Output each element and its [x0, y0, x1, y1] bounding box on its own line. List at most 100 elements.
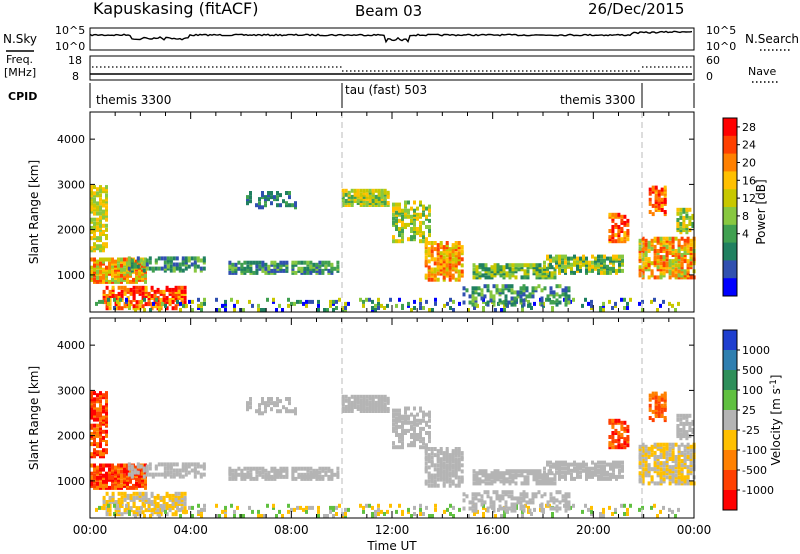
power-cell [682, 207, 686, 212]
power-cell [567, 258, 570, 263]
power-cell [433, 261, 437, 266]
velocity-cell [193, 474, 197, 479]
velocity-cell [380, 400, 384, 405]
power-cell [657, 197, 661, 202]
velocity-cell [123, 510, 127, 515]
velocity-cell [689, 444, 693, 449]
power-cell [99, 187, 102, 192]
velocity-cell [650, 475, 654, 480]
velocity-cell [203, 503, 206, 508]
power-cell [641, 265, 645, 270]
power-cell [395, 210, 398, 215]
power-cell [401, 218, 404, 223]
power-cell [505, 263, 509, 268]
velocity-cell [691, 419, 695, 424]
velocity-cell [685, 436, 689, 441]
velocity-cell [448, 465, 452, 470]
velocity-cell [398, 414, 401, 419]
power-cell [96, 217, 99, 222]
velocity-cell [430, 447, 434, 451]
power-cell [513, 302, 517, 307]
velocity-cell [523, 475, 527, 480]
velocity-cell [105, 491, 109, 496]
power-cell [549, 262, 552, 267]
power-cell [451, 249, 455, 254]
velocity-cell [120, 491, 124, 496]
velocity-cell [276, 401, 279, 406]
velocity-cell [597, 468, 600, 473]
x-tick-label: 00:00 [73, 523, 108, 537]
power-cell [677, 301, 680, 306]
velocity-cell [240, 468, 244, 473]
velocity-cell [228, 466, 232, 471]
velocity-cell [668, 457, 672, 461]
velocity-cell [114, 485, 117, 490]
velocity-cell [185, 509, 188, 514]
velocity-cell [615, 460, 618, 465]
velocity-cell [514, 473, 518, 478]
power-cell [395, 225, 398, 229]
velocity-cell [371, 512, 374, 516]
power-cell [96, 236, 99, 241]
velocity-cell [291, 474, 295, 479]
freq-panel-frame [89, 55, 695, 81]
power-cell [591, 264, 594, 269]
power-cell [240, 268, 244, 273]
power-cell [102, 259, 105, 264]
velocity-cell [129, 493, 133, 498]
power-cell [443, 303, 446, 308]
velocity-cell [585, 462, 588, 467]
colorbar-swatch [723, 370, 737, 391]
power-cell [105, 227, 108, 232]
power-cell [588, 260, 591, 265]
velocity-cell [663, 405, 667, 410]
velocity-cell [680, 473, 684, 478]
velocity-cell [187, 470, 191, 475]
velocity-cell [433, 467, 437, 472]
power-cell [419, 301, 422, 306]
velocity-cell [490, 479, 494, 484]
power-cell [300, 268, 304, 273]
velocity-cell [591, 460, 594, 465]
velocity-cell [422, 445, 425, 450]
power-cell [166, 264, 170, 269]
velocity-cell [279, 409, 282, 414]
power-cell [246, 199, 249, 204]
power-cell [179, 308, 182, 312]
power-cell [407, 214, 410, 219]
velocity-cell [472, 473, 476, 478]
velocity-cell [663, 418, 667, 423]
power-cell [270, 262, 274, 267]
velocity-cell [611, 424, 615, 429]
velocity-cell [419, 445, 422, 450]
power-cell [433, 257, 437, 262]
velocity-cell [454, 483, 458, 488]
power-cell [285, 268, 289, 273]
velocity-cell [111, 493, 115, 498]
velocity-cell [140, 505, 143, 510]
velocity-cell [102, 475, 105, 480]
power-cell [454, 251, 458, 256]
power-cell [505, 271, 509, 276]
velocity-cell [493, 473, 497, 478]
power-cell [638, 238, 642, 243]
velocity-cell [258, 466, 262, 471]
power-cell [150, 294, 154, 298]
power-cell [471, 286, 475, 291]
power-cell [608, 237, 612, 242]
velocity-cell [452, 514, 455, 518]
velocity-cell [514, 469, 518, 474]
velocity-cell [161, 507, 164, 512]
colorbar-tick-label: 16 [742, 174, 756, 187]
velocity-cell [561, 494, 565, 499]
velocity-cell [680, 442, 684, 447]
velocity-cell [492, 502, 496, 507]
power-cell [99, 225, 102, 230]
velocity-cell [478, 479, 482, 484]
power-cell [200, 301, 203, 306]
velocity-cell [107, 507, 110, 512]
velocity-cell [422, 414, 425, 419]
velocity-cell [504, 504, 508, 509]
power-cell [255, 260, 259, 265]
velocity-cell [549, 464, 552, 469]
